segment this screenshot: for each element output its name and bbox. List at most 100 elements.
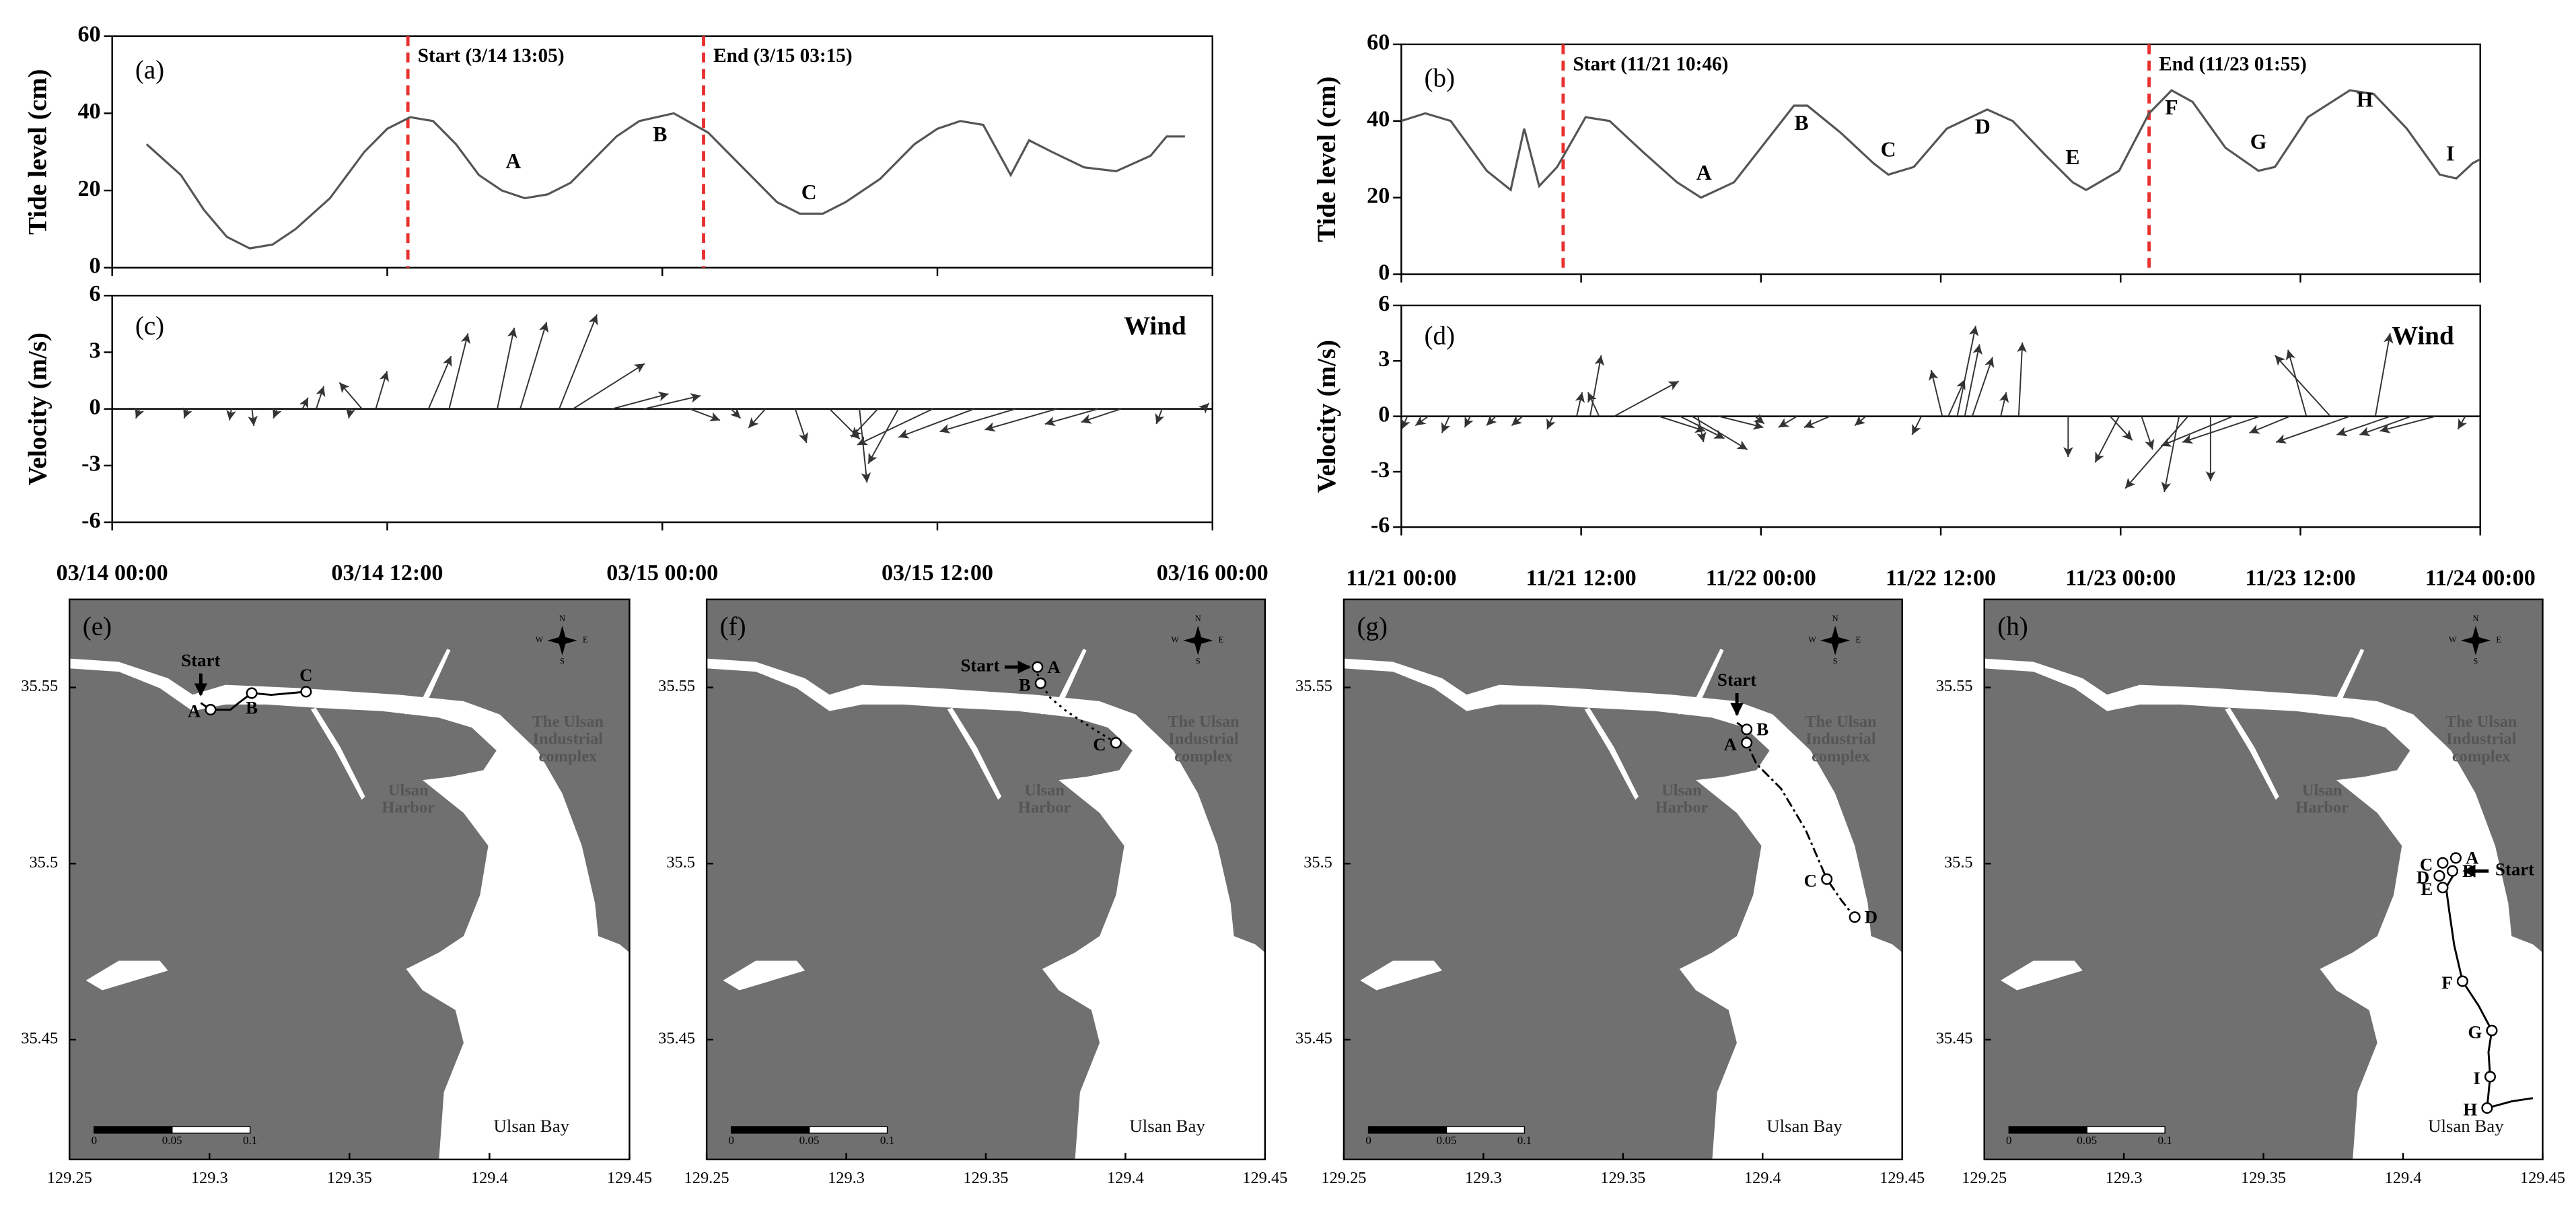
drifter-point [300, 686, 312, 698]
wind-vector [867, 408, 899, 464]
panel-label: (h) [1997, 612, 2028, 641]
wind-vector [1803, 415, 1830, 429]
y-tick-label: -6 [81, 508, 100, 533]
wind-vector [1680, 415, 1725, 439]
wind-vector [1691, 415, 1748, 450]
x-tick-label: 129.45 [1880, 1169, 1925, 1187]
point-label: B [1019, 674, 1031, 694]
y-tick-label: 35.55 [21, 677, 58, 695]
wind-vector [497, 327, 517, 409]
wind-vector [2141, 416, 2155, 450]
drifter-point [2486, 1024, 2498, 1036]
compass-letter: E [583, 635, 587, 645]
start-label: Start [181, 650, 220, 670]
wind-vector [1947, 379, 1966, 417]
wind-vector [2457, 416, 2468, 430]
drift-track [1036, 667, 1117, 744]
wind-vector [338, 382, 363, 410]
scale-bar-label: 0.1 [2157, 1134, 2172, 1147]
wind-vector [2380, 415, 2436, 433]
wind-vector [299, 397, 309, 410]
x-tick-label: 129.35 [327, 1169, 372, 1187]
scale-bar-white [1445, 1126, 1526, 1134]
annotation: B [653, 122, 667, 146]
wind-vector [448, 333, 471, 409]
annotation: G [2250, 130, 2267, 153]
point-label: C [2420, 854, 2433, 874]
drifter-point [1741, 723, 1753, 736]
wind-vector [427, 355, 452, 410]
point-label: C [299, 665, 312, 685]
compass-letter: E [2496, 635, 2501, 645]
compass-letter: W [2449, 635, 2457, 645]
wind-vector [315, 386, 326, 409]
place-label: Ulsan [1661, 781, 1702, 799]
annotation: E [2065, 145, 2079, 169]
x-tick-label: 129.3 [1465, 1169, 1502, 1187]
scale-bar-white [172, 1126, 251, 1134]
panel-label: (e) [83, 612, 112, 641]
wind-vector [520, 322, 549, 409]
drifter-point [2433, 870, 2445, 882]
wind-vector [612, 391, 669, 410]
x-tick-label: 129.3 [828, 1169, 865, 1187]
y-tick-label: 35.5 [29, 853, 58, 871]
scale-bar-label: 0.1 [243, 1134, 257, 1147]
compass-letter: W [536, 635, 544, 645]
wind-vector [1659, 415, 1706, 433]
y-tick-label: 3 [90, 338, 101, 363]
compass-letter: S [2473, 656, 2478, 666]
annotation: D [1975, 114, 1991, 138]
point-label: A [188, 701, 201, 721]
wind-vector [2275, 415, 2351, 444]
y-tick-label: 60 [77, 22, 100, 47]
point-label: B [1756, 719, 1768, 739]
x-tick-label: 129.45 [2520, 1169, 2565, 1187]
wind-vector [748, 408, 766, 429]
x-tick-label: 11/21 12:00 [1526, 565, 1637, 590]
scale-bar-black [730, 1126, 810, 1134]
wind-vector [1441, 416, 1451, 433]
drifter-point [1034, 677, 1046, 689]
y-tick-label: -3 [1371, 458, 1390, 483]
tide-line [1400, 89, 2481, 199]
compass-letter: S [1833, 656, 1838, 666]
y-tick-label: 35.5 [666, 853, 695, 871]
wind-vector [1753, 413, 1765, 425]
drifter-point [1741, 737, 1753, 749]
y-axis-label: Velocity (m/s) [23, 332, 52, 485]
wind-vector [729, 408, 742, 419]
x-tick-label: 129.25 [1962, 1169, 2007, 1187]
wind-vector [1486, 415, 1497, 427]
x-tick-label: 129.45 [607, 1169, 652, 1187]
place-label: Ulsan [2302, 781, 2342, 799]
wind-vector [1971, 357, 1995, 417]
y-tick-label: 35.55 [1295, 677, 1332, 695]
y-axis-label: Tide level (cm) [23, 69, 52, 235]
compass [1820, 625, 1851, 655]
drifter-point [1032, 661, 1044, 673]
wind-vector [2274, 355, 2331, 417]
wind-vector [939, 408, 1016, 434]
x-tick-label: 129.4 [471, 1169, 508, 1187]
place-label: complex [2452, 747, 2511, 765]
point-label: D [2417, 867, 2429, 888]
wind-vector [226, 408, 236, 421]
wind-vector [2094, 416, 2120, 463]
y-tick-label: 0 [90, 394, 101, 419]
point-label: E [2421, 879, 2433, 899]
x-tick-label: 03/14 00:00 [57, 561, 168, 585]
compass-letter: S [560, 656, 565, 666]
wind-vector [1719, 415, 1764, 430]
wind-vector [1198, 402, 1210, 414]
place-label: Harbor [2295, 798, 2349, 816]
wind-vector [1614, 380, 1680, 417]
place-label: Ulsan [1024, 781, 1065, 799]
point-label: D [1865, 906, 1877, 927]
panel-label: (b) [1425, 64, 1456, 93]
drifter-point [1110, 737, 1122, 749]
scale-bar-label: 0.05 [162, 1134, 182, 1147]
y-tick-label: -3 [81, 452, 100, 476]
x-tick-label: 129.25 [1321, 1169, 1366, 1187]
event-label: End (3/15 03:15) [713, 45, 853, 67]
